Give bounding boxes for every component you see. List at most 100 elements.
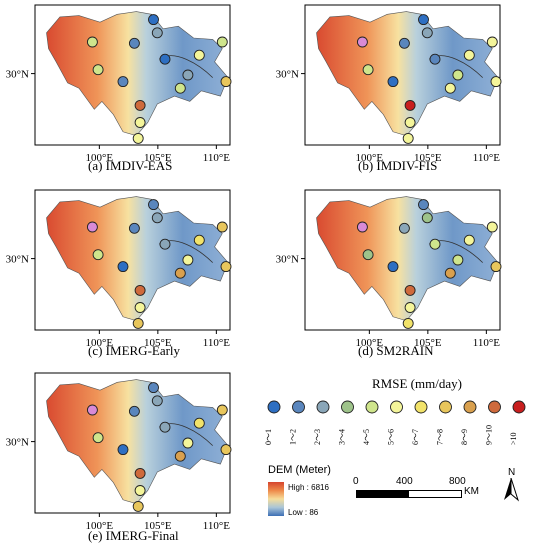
- station-marker: [404, 302, 416, 313]
- station-marker: [193, 417, 205, 429]
- station-marker: [216, 221, 228, 233]
- station-marker: [174, 267, 186, 279]
- rmse-legend-label: 7～8: [436, 429, 445, 445]
- station-marker: [220, 76, 232, 88]
- station-marker: [356, 36, 368, 48]
- rmse-legend-label: 1～2: [289, 429, 298, 445]
- rmse-legend-swatch: [292, 400, 305, 414]
- rmse-legend-label: >10: [509, 432, 518, 445]
- station-marker: [134, 99, 146, 111]
- station-marker: [356, 221, 368, 233]
- rmse-legend-label: 2～3: [313, 429, 322, 445]
- station-marker: [182, 437, 194, 449]
- lat-label: 30°N: [6, 437, 29, 449]
- station-marker: [134, 467, 146, 479]
- rmse-legend: 0～1 1～2 2～3 3～4 4～5 5～6 6～7 7～8 8～9 9～10 >10: [264, 400, 526, 445]
- station-marker: [193, 234, 205, 246]
- station-marker: [92, 249, 104, 261]
- rmse-legend-swatch: [316, 400, 330, 414]
- rmse-legend-swatch: [512, 400, 526, 414]
- rmse-legend-label: 5～6: [387, 429, 396, 445]
- panel-caption: (d) SM2RAIN: [358, 343, 434, 358]
- station-marker: [404, 99, 416, 111]
- lon-label: 100°E: [86, 520, 114, 532]
- station-marker: [148, 199, 159, 211]
- station-marker: [151, 27, 163, 39]
- station-marker: [174, 82, 186, 94]
- rmse-legend-label: 6～7: [411, 429, 420, 445]
- station-marker: [132, 317, 144, 329]
- rmse-legend-swatch: [439, 400, 452, 414]
- station-marker: [429, 53, 441, 65]
- dem-high-label: High : 6816: [288, 483, 329, 492]
- station-marker: [117, 444, 129, 456]
- station-marker: [452, 69, 464, 81]
- lon-label: 100°E: [356, 152, 384, 164]
- lon-label: 110°E: [203, 520, 230, 532]
- station-marker: [421, 212, 433, 224]
- station-marker: [86, 404, 98, 416]
- rmse-legend-label: 8～9: [460, 429, 469, 445]
- scale-unit: KM: [464, 486, 479, 497]
- station-marker: [92, 64, 104, 76]
- scale-label-400: 400: [396, 476, 413, 487]
- lon-label: 100°E: [86, 337, 114, 349]
- station-marker: [151, 212, 163, 224]
- map-figure: 30°N 100°E 105°E 110°E: [6, 372, 232, 532]
- scale-label-800: 800: [449, 476, 466, 487]
- station-marker: [159, 421, 171, 433]
- station-marker: [182, 69, 194, 81]
- station-marker: [148, 14, 159, 26]
- lat-label: 30°N: [6, 69, 29, 81]
- lat-label: 30°N: [276, 254, 299, 266]
- dem-legend-title: DEM (Meter): [268, 464, 331, 476]
- station-marker: [220, 261, 232, 273]
- map-figure: 30°N 100°E 105°E 110°E: [6, 189, 232, 349]
- station-marker: [174, 450, 186, 462]
- station-marker: [134, 485, 146, 496]
- station-marker: [132, 132, 144, 144]
- panel-caption: (a) IMDIV-EAS: [88, 158, 173, 173]
- lon-label: 110°E: [203, 337, 230, 349]
- map-panel: 30°N 100°E 105°E 110°E (d) SM2RAIN: [270, 185, 540, 370]
- rmse-legend-swatch: [488, 400, 501, 414]
- station-marker: [398, 222, 410, 234]
- rmse-legend-label: 9～10: [485, 425, 494, 445]
- rmse-legend-swatch: [390, 400, 403, 414]
- lon-label: 100°E: [356, 337, 384, 349]
- station-marker: [404, 284, 416, 296]
- station-marker: [151, 395, 163, 407]
- station-marker: [134, 302, 146, 313]
- lat-label: 30°N: [276, 69, 299, 81]
- lat-label: 30°N: [6, 254, 29, 266]
- station-marker: [490, 261, 502, 273]
- lon-label: 105°E: [144, 520, 172, 532]
- station-marker: [452, 254, 464, 266]
- station-marker: [387, 76, 399, 88]
- station-marker: [128, 222, 140, 234]
- rmse-legend-label: 4～5: [362, 429, 371, 445]
- map-panel: 30°N 100°E 105°E 110°E (b) IMDIV-FIS: [270, 0, 540, 185]
- station-marker: [490, 76, 502, 88]
- panel-caption: (b) IMDIV-FIS: [358, 158, 438, 173]
- station-marker: [86, 221, 98, 233]
- rmse-legend-label: 0～1: [264, 429, 273, 445]
- scale-bar: [356, 490, 462, 498]
- map-panel: 30°N 100°E 105°E 110°E (a) IMDIV-EAS: [0, 0, 270, 185]
- rmse-legend-title: RMSE (mm/day): [372, 376, 462, 391]
- station-marker: [444, 82, 456, 94]
- station-marker: [92, 432, 104, 444]
- station-marker: [193, 49, 205, 61]
- station-marker: [117, 261, 129, 273]
- map-figure: 30°N 100°E 105°E 110°E: [6, 4, 232, 164]
- map-figure: 30°N 100°E 105°E 110°E: [276, 189, 502, 349]
- dem-low-label: Low : 86: [288, 508, 319, 517]
- panel-caption: (c) IMERG-Early: [88, 343, 181, 358]
- station-marker: [362, 64, 374, 76]
- station-marker: [128, 37, 140, 49]
- station-marker: [117, 76, 129, 88]
- station-marker: [132, 500, 144, 512]
- station-marker: [362, 249, 374, 261]
- station-marker: [182, 254, 194, 266]
- rmse-legend-swatch: [463, 400, 477, 414]
